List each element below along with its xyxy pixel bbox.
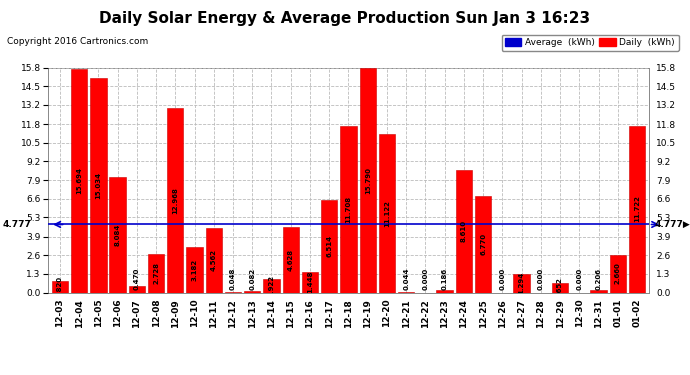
Text: 6.770: 6.770 [480, 233, 486, 255]
Text: 0.000: 0.000 [500, 268, 505, 290]
Bar [552, 283, 569, 292]
Text: 0.000: 0.000 [576, 268, 582, 290]
Text: 0.000: 0.000 [422, 268, 428, 290]
Text: 4.777▶: 4.777▶ [655, 220, 690, 229]
Text: 2.660: 2.660 [615, 262, 621, 285]
Bar [629, 126, 645, 292]
Bar [206, 228, 222, 292]
Bar [167, 108, 184, 292]
Bar [90, 78, 106, 292]
Text: 0.044: 0.044 [403, 268, 409, 290]
Legend: Average  (kWh), Daily  (kWh): Average (kWh), Daily (kWh) [502, 34, 678, 51]
Text: 15.694: 15.694 [76, 167, 82, 194]
Text: 1.448: 1.448 [307, 271, 313, 294]
Text: 0.922: 0.922 [268, 275, 275, 297]
Text: 4.777: 4.777 [2, 220, 31, 229]
Bar [321, 200, 337, 292]
Text: 1.294: 1.294 [519, 272, 524, 294]
Text: 0.206: 0.206 [595, 268, 602, 290]
Bar [513, 274, 530, 292]
Text: 0.652: 0.652 [557, 277, 563, 299]
Bar [610, 255, 626, 292]
Text: 4.628: 4.628 [288, 249, 294, 271]
Text: 11.708: 11.708 [346, 196, 351, 223]
Text: 2.728: 2.728 [153, 262, 159, 284]
Bar [591, 290, 607, 292]
Text: 0.186: 0.186 [442, 268, 448, 290]
Bar [71, 69, 87, 292]
Text: 11.722: 11.722 [634, 196, 640, 222]
Bar [264, 279, 279, 292]
Text: 0.470: 0.470 [134, 268, 140, 290]
Bar [128, 286, 145, 292]
Text: 6.514: 6.514 [326, 235, 332, 257]
Text: 15.034: 15.034 [95, 172, 101, 199]
Bar [110, 177, 126, 292]
Bar [359, 68, 376, 292]
Bar [475, 196, 491, 292]
Text: 0.000: 0.000 [538, 268, 544, 290]
Bar [148, 254, 164, 292]
Bar [244, 291, 260, 292]
Text: 12.968: 12.968 [172, 187, 178, 214]
Bar [340, 126, 357, 292]
Text: 11.122: 11.122 [384, 200, 390, 227]
Text: 3.182: 3.182 [192, 259, 197, 281]
Text: 15.790: 15.790 [365, 166, 371, 194]
Bar [282, 226, 299, 292]
Text: 0.820: 0.820 [57, 276, 63, 298]
Text: 8.610: 8.610 [461, 220, 467, 242]
Text: 4.562: 4.562 [210, 249, 217, 271]
Bar [186, 247, 203, 292]
Bar [52, 281, 68, 292]
Text: 0.082: 0.082 [249, 268, 255, 290]
Bar [302, 272, 318, 292]
Text: Copyright 2016 Cartronics.com: Copyright 2016 Cartronics.com [7, 38, 148, 46]
Bar [455, 170, 472, 292]
Text: 8.084: 8.084 [115, 224, 121, 246]
Text: 0.048: 0.048 [230, 268, 236, 290]
Bar [437, 290, 453, 292]
Text: Daily Solar Energy & Average Production Sun Jan 3 16:23: Daily Solar Energy & Average Production … [99, 11, 591, 26]
Bar [379, 134, 395, 292]
